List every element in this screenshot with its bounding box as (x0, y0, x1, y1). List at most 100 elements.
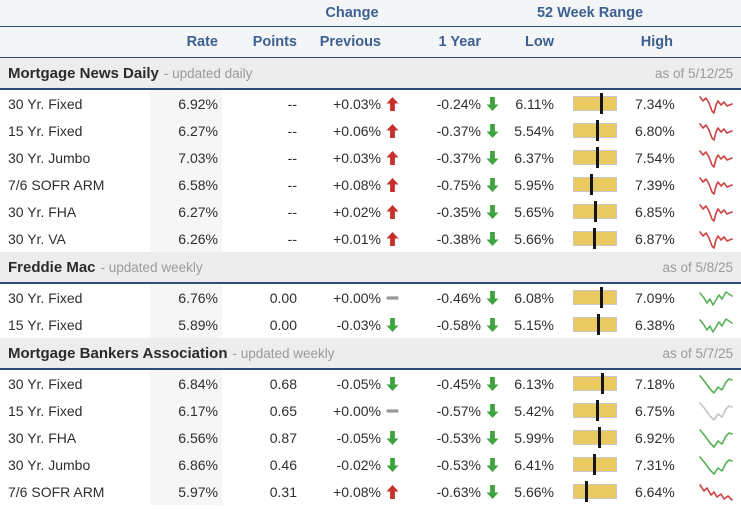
range-high-value: 6.38% (635, 316, 675, 333)
down-arrow-icon (486, 231, 499, 246)
rate-value: 7.03% (150, 144, 222, 171)
down-arrow-icon (386, 376, 399, 391)
one-year-direction-icon (486, 457, 499, 472)
range-marker (593, 454, 596, 475)
range-high-value: 7.34% (635, 95, 675, 112)
previous-change-cell: +0.06% (302, 123, 402, 139)
down-arrow-icon (486, 484, 499, 499)
trend-sparkline (699, 230, 733, 249)
points-value: -- (287, 122, 297, 139)
one-year-direction-icon (486, 317, 499, 332)
trend-sparkline-cell (680, 171, 741, 198)
trend-sparkline (699, 176, 733, 195)
product-name: 7/6 SOFR ARM (8, 483, 105, 500)
range-marker (585, 481, 589, 502)
flat-dash-icon (386, 295, 399, 300)
rate-row: 30 Yr. Jumbo 6.86% 0.46 -0.02% -0.53% (0, 451, 741, 478)
up-arrow-icon (386, 150, 399, 165)
rate-value: 6.86% (150, 451, 222, 478)
previous-direction-icon (386, 430, 399, 445)
points-value: 0.46 (269, 456, 297, 473)
one-year-change-cell: -0.45% (402, 376, 500, 392)
section-rows: 30 Yr. Fixed 6.76% 0.00 +0.00% -0.46% (0, 284, 741, 338)
previous-change-value: +0.08% (333, 176, 381, 193)
previous-change-cell: +0.03% (302, 96, 402, 112)
range-marker (597, 427, 601, 448)
trend-sparkline (699, 401, 733, 421)
one-year-direction-icon (486, 204, 499, 219)
down-arrow-icon (486, 204, 499, 219)
points-value: 0.31 (269, 483, 297, 500)
range-bar-cell (554, 284, 635, 311)
one-year-change-cell: -0.75% (402, 177, 500, 193)
one-year-change-value: -0.46% (436, 289, 481, 306)
range-low-value: 5.54% (514, 122, 554, 139)
product-name: 30 Yr. Jumbo (8, 149, 91, 166)
section-name: Mortgage News Daily (8, 64, 159, 82)
col-header-1-year: 1 Year (438, 34, 481, 50)
previous-direction-icon (386, 150, 399, 165)
one-year-change-value: -0.38% (436, 230, 481, 247)
one-year-change-cell: -0.53% (402, 430, 500, 446)
trend-sparkline-cell (680, 225, 741, 252)
previous-change-value: +0.08% (333, 483, 381, 500)
col-header-rate: Rate (186, 34, 218, 50)
points-value: -- (287, 176, 297, 193)
rate-value: 6.27% (150, 198, 222, 225)
one-year-direction-icon (486, 403, 499, 418)
product-name: 15 Yr. Fixed (8, 402, 83, 419)
one-year-change-cell: -0.37% (402, 150, 500, 166)
previous-direction-icon (386, 177, 399, 192)
up-arrow-icon (386, 484, 399, 499)
range-low-value: 5.65% (514, 203, 554, 220)
range-bar (572, 314, 617, 335)
trend-sparkline (699, 483, 733, 501)
product-name: 30 Yr. FHA (8, 429, 77, 446)
product-name: 30 Yr. Fixed (8, 289, 83, 306)
up-arrow-icon (386, 231, 399, 246)
points-value: -- (287, 149, 297, 166)
range-high-value: 7.31% (635, 456, 675, 473)
col-header-high: High (640, 34, 673, 50)
rate-row: 30 Yr. Fixed 6.84% 0.68 -0.05% -0.45% (0, 370, 741, 397)
previous-direction-icon (386, 291, 399, 305)
up-arrow-icon (386, 96, 399, 111)
rate-row: 15 Yr. Fixed 5.89% 0.00 -0.03% -0.58% (0, 311, 741, 338)
rate-row: 30 Yr. FHA 6.56% 0.87 -0.05% -0.53% (0, 424, 741, 451)
down-arrow-icon (486, 177, 499, 192)
trend-sparkline (699, 290, 733, 306)
range-bar-cell (554, 478, 635, 505)
section-rows: 30 Yr. Fixed 6.92% -- +0.03% -0.24% (0, 90, 741, 252)
range-bar (572, 174, 617, 195)
one-year-change-value: -0.24% (436, 95, 481, 112)
range-low-value: 6.41% (514, 456, 554, 473)
range-high-value: 6.85% (635, 203, 675, 220)
up-arrow-icon (386, 177, 399, 192)
one-year-change-cell: -0.24% (402, 96, 500, 112)
range-low-value: 5.15% (514, 316, 554, 333)
down-arrow-icon (486, 150, 499, 165)
range-marker (590, 174, 594, 195)
rates-section: Mortgage Bankers Association - updated w… (0, 338, 741, 505)
range-bar-cell (554, 144, 635, 171)
change-group-header: Change (325, 5, 379, 21)
range-group-header: 52 Week Range (536, 5, 644, 21)
previous-change-value: +0.06% (333, 122, 381, 139)
one-year-change-cell: -0.58% (402, 317, 500, 333)
product-name: 30 Yr. Fixed (8, 375, 83, 392)
previous-change-cell: +0.01% (302, 231, 402, 247)
trend-sparkline-cell (680, 144, 741, 171)
one-year-change-cell: -0.35% (402, 204, 500, 220)
previous-change-value: +0.00% (333, 289, 381, 306)
range-marker (595, 400, 599, 421)
section-name: Mortgage Bankers Association (8, 344, 228, 362)
points-value: 0.65 (269, 402, 297, 419)
down-arrow-icon (386, 317, 399, 332)
rate-row: 30 Yr. VA 6.26% -- +0.01% -0.38% (0, 225, 741, 252)
previous-change-cell: -0.02% (302, 457, 402, 473)
points-value: 0.00 (269, 289, 297, 306)
previous-change-value: +0.02% (333, 203, 381, 220)
range-bar-cell (554, 198, 635, 225)
trend-sparkline (699, 203, 733, 222)
range-low-value: 5.42% (514, 402, 554, 419)
